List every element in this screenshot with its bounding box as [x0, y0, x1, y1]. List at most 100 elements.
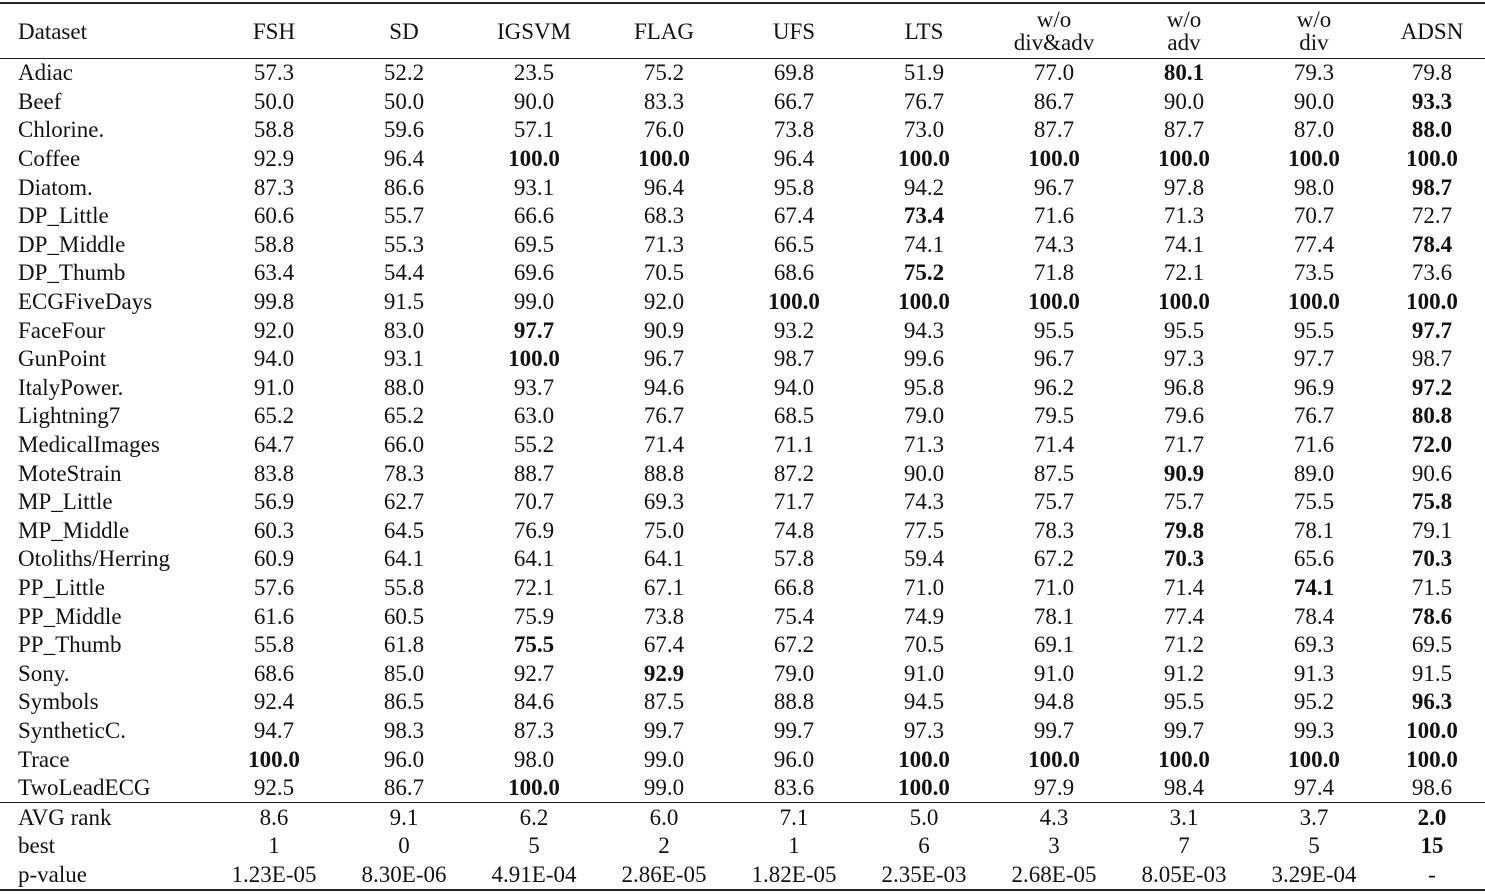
- table-row: best 1 0 5 2 1 6 3 7 5 15: [0, 832, 1485, 861]
- value-cell: 91.5: [383, 289, 425, 315]
- value-cell: 97.7: [1293, 346, 1335, 372]
- value-cell: 98.7: [1411, 174, 1453, 200]
- value-cell: 86.7: [339, 773, 469, 804]
- value-cell: 70.3: [1163, 546, 1205, 572]
- table-row: ECGFiveDays 99.8 91.5 99.0 92.0 100.0 100.0 100…: [0, 288, 1485, 317]
- row-label: PP_Thumb: [18, 632, 122, 658]
- value-cell: 71.3: [903, 432, 945, 458]
- value-cell: 80.8: [1411, 403, 1453, 429]
- value-cell: 72.1: [1163, 260, 1205, 286]
- value-cell: 92.9: [253, 146, 295, 172]
- value-cell: 60.9: [253, 546, 295, 572]
- value-cell: 80.1: [1163, 60, 1205, 86]
- value-cell: 72.1: [513, 574, 555, 600]
- value-cell: 8.30E-06: [339, 860, 469, 891]
- value-cell: 6.2: [519, 804, 549, 830]
- value-cell: 96.0: [773, 746, 815, 772]
- table-row: DP_Thumb 63.4 54.4 69.6 70.5 68.6 75.2 71.8 72.1…: [0, 259, 1485, 288]
- value-cell: 91.3: [1293, 660, 1335, 686]
- value-cell: 74.1: [903, 231, 945, 257]
- row-label: AVG rank: [18, 804, 112, 830]
- value-cell: 98.0: [513, 746, 555, 772]
- value-cell: 92.7: [513, 660, 555, 686]
- row-label: Sony.: [18, 660, 70, 686]
- table-row: Lightning7 65.2 65.2 63.0 76.7 68.5 79.0 79.5 79…: [0, 402, 1485, 431]
- value-cell: 7.1: [779, 804, 809, 830]
- value-cell: 100.0: [1158, 289, 1210, 315]
- value-cell: 100.0: [1288, 146, 1340, 172]
- value-cell: 15: [1420, 833, 1444, 859]
- row-label: Diatom.: [18, 174, 93, 200]
- value-cell: 97.7: [1411, 317, 1453, 343]
- value-cell: 71.5: [1411, 574, 1453, 600]
- value-cell: 95.5: [1293, 317, 1335, 343]
- value-cell: 2.35E-03: [859, 860, 989, 891]
- value-cell: 77.5: [903, 517, 945, 543]
- value-cell: 99.7: [773, 717, 815, 743]
- header-cell: w/o div: [1249, 2, 1379, 59]
- value-cell: 79.0: [773, 660, 815, 686]
- value-cell: 76.0: [643, 117, 685, 143]
- value-cell: 75.9: [513, 603, 555, 629]
- value-cell: 97.7: [513, 317, 555, 343]
- row-label: MedicalImages: [18, 432, 160, 458]
- table-row: Symbols 92.4 86.5 84.6 87.5 88.8 94.5 94.8 95.5 9…: [0, 688, 1485, 717]
- value-cell: 50.0: [383, 88, 425, 114]
- value-cell: 66.5: [773, 231, 815, 257]
- row-label: Otoliths/Herring: [18, 546, 171, 572]
- table-row: PP_Little 57.6 55.8 72.1 67.1 66.8 71.0 71.0 71.…: [0, 574, 1485, 603]
- table-row: Chlorine. 58.8 59.6 57.1 76.0 73.8 73.0 87.7 87.…: [0, 116, 1485, 145]
- value-cell: 94.0: [773, 374, 815, 400]
- header-cell: IGSVM: [469, 2, 599, 59]
- value-cell: 3.29E-04: [1249, 860, 1379, 891]
- value-cell: 93.3: [1411, 88, 1453, 114]
- value-cell: 83.6: [729, 773, 859, 804]
- row-label: SyntheticC.: [18, 717, 126, 743]
- value-cell: 72.0: [1411, 432, 1453, 458]
- value-cell: 95.5: [1033, 317, 1075, 343]
- value-cell: 75.5: [513, 632, 555, 658]
- header-cell: Dataset: [0, 2, 209, 59]
- value-cell: 99.0: [643, 746, 685, 772]
- value-cell: 69.8: [773, 60, 815, 86]
- value-cell: 87.2: [773, 460, 815, 486]
- value-cell: 9.1: [389, 804, 419, 830]
- table-row: MedicalImages 64.7 66.0 55.2 71.4 71.1 71.3 71.…: [0, 431, 1485, 460]
- value-cell: 66.8: [773, 574, 815, 600]
- table-row: PP_Middle 61.6 60.5 75.9 73.8 75.4 74.9 78.1 77.…: [0, 602, 1485, 631]
- value-cell: 75.8: [1411, 489, 1453, 515]
- value-cell: 4.3: [1039, 804, 1069, 830]
- row-label: MP_Little: [18, 489, 113, 515]
- table-row: SyntheticC. 94.7 98.3 87.3 99.7 99.7 97.3 99.7 9…: [0, 717, 1485, 746]
- value-cell: 98.7: [1411, 346, 1453, 372]
- value-cell: 90.6: [1411, 460, 1453, 486]
- summary-body: AVG rank 8.6 9.1 6.2 6.0 7.1 5.0 4.3 3.1 3.7 2.0 be…: [0, 803, 1485, 891]
- value-cell: 88.0: [1411, 117, 1453, 143]
- header-cell: FSH: [209, 2, 339, 59]
- table-row: p-value 1.23E-05 8.30E-06 4.91E-04 2.86E-05 1…: [0, 860, 1485, 891]
- row-label: ItalyPower.: [18, 374, 124, 400]
- value-cell: 97.8: [1163, 174, 1205, 200]
- value-cell: 23.5: [513, 60, 555, 86]
- value-cell: 70.7: [1293, 203, 1335, 229]
- row-label: DP_Middle: [18, 231, 126, 257]
- value-cell: 91.2: [1163, 660, 1205, 686]
- value-cell: 55.7: [383, 203, 425, 229]
- value-cell: 79.5: [1033, 403, 1075, 429]
- value-cell: 58.8: [253, 231, 295, 257]
- value-cell: 71.3: [1163, 203, 1205, 229]
- value-cell: 88.7: [513, 460, 555, 486]
- value-cell: 73.8: [773, 117, 815, 143]
- value-cell: 99.3: [1293, 717, 1335, 743]
- value-cell: 2: [658, 833, 670, 859]
- value-cell: 91.0: [253, 374, 295, 400]
- value-cell: 2.68E-05: [989, 860, 1119, 891]
- value-cell: 95.8: [773, 174, 815, 200]
- value-cell: 74.1: [1293, 574, 1335, 600]
- value-cell: 90.0: [903, 460, 945, 486]
- value-cell: 2.86E-05: [599, 860, 729, 891]
- table-row: Beef 50.0 50.0 90.0 83.3 66.7 76.7 86.7 90.0 90.0…: [0, 88, 1485, 117]
- value-cell: 87.3: [513, 717, 555, 743]
- value-cell: 1.23E-05: [209, 860, 339, 891]
